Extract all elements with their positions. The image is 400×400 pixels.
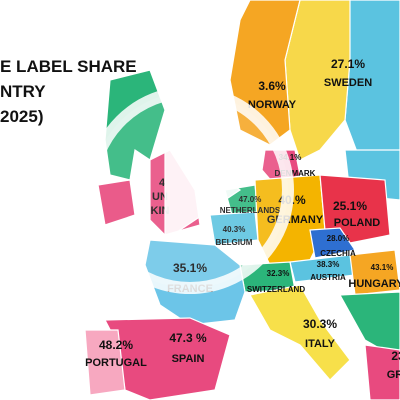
value-label: 4 bbox=[159, 177, 166, 189]
value-label: 25.1% bbox=[333, 199, 367, 213]
czechia bbox=[309, 227, 357, 259]
value-label: 47.3 % bbox=[169, 331, 207, 345]
balkans bbox=[339, 291, 400, 361]
country-label: GR bbox=[387, 369, 400, 381]
value-label: 30.3% bbox=[303, 317, 337, 331]
country-label: POLAND bbox=[334, 217, 381, 229]
hungary bbox=[349, 249, 400, 296]
country-label: NETHERLANDS bbox=[220, 206, 281, 215]
value-label: 28.0% bbox=[327, 234, 350, 243]
country-label: SPAIN bbox=[172, 353, 205, 365]
poland bbox=[319, 174, 391, 246]
title-line: NTRY bbox=[0, 82, 46, 101]
portugal bbox=[84, 329, 126, 396]
value-label: 34.1% bbox=[279, 153, 302, 162]
value-label: 47.0% bbox=[239, 195, 262, 204]
value-label: 40.3% bbox=[223, 225, 246, 234]
country-label: NORWAY bbox=[248, 99, 297, 111]
value-label: 32.3% bbox=[267, 269, 290, 278]
value-label: 35.1% bbox=[173, 261, 207, 275]
country-label: CZECHIA bbox=[320, 249, 356, 258]
country-label: HUNGARY bbox=[348, 278, 400, 290]
title-line: 2025) bbox=[0, 107, 43, 126]
value-label: 48.2% bbox=[99, 338, 133, 352]
value-label: 23 bbox=[391, 349, 400, 363]
play-triangle[interactable] bbox=[164, 138, 242, 242]
value-label: 38.3% bbox=[317, 260, 340, 269]
italy bbox=[249, 284, 351, 381]
play-button[interactable] bbox=[86, 86, 294, 294]
country-label: SWEDEN bbox=[324, 77, 372, 89]
country-label: UN bbox=[152, 191, 168, 203]
value-label: 3.6% bbox=[258, 79, 286, 93]
greece bbox=[364, 344, 400, 400]
country-label: BELGIUM bbox=[216, 238, 253, 247]
country-label: SWITZERLAND bbox=[247, 285, 305, 294]
title-line: E LABEL SHARE bbox=[0, 57, 137, 76]
value-label: 43.1% bbox=[371, 263, 394, 272]
country-label: AUSTRIA bbox=[310, 273, 346, 282]
value-label: 27.1% bbox=[331, 57, 365, 71]
country-label: DENMARK bbox=[275, 169, 316, 178]
country-label: PORTUGAL bbox=[85, 357, 147, 369]
ireland bbox=[97, 179, 136, 226]
country-label: ITALY bbox=[305, 338, 336, 350]
